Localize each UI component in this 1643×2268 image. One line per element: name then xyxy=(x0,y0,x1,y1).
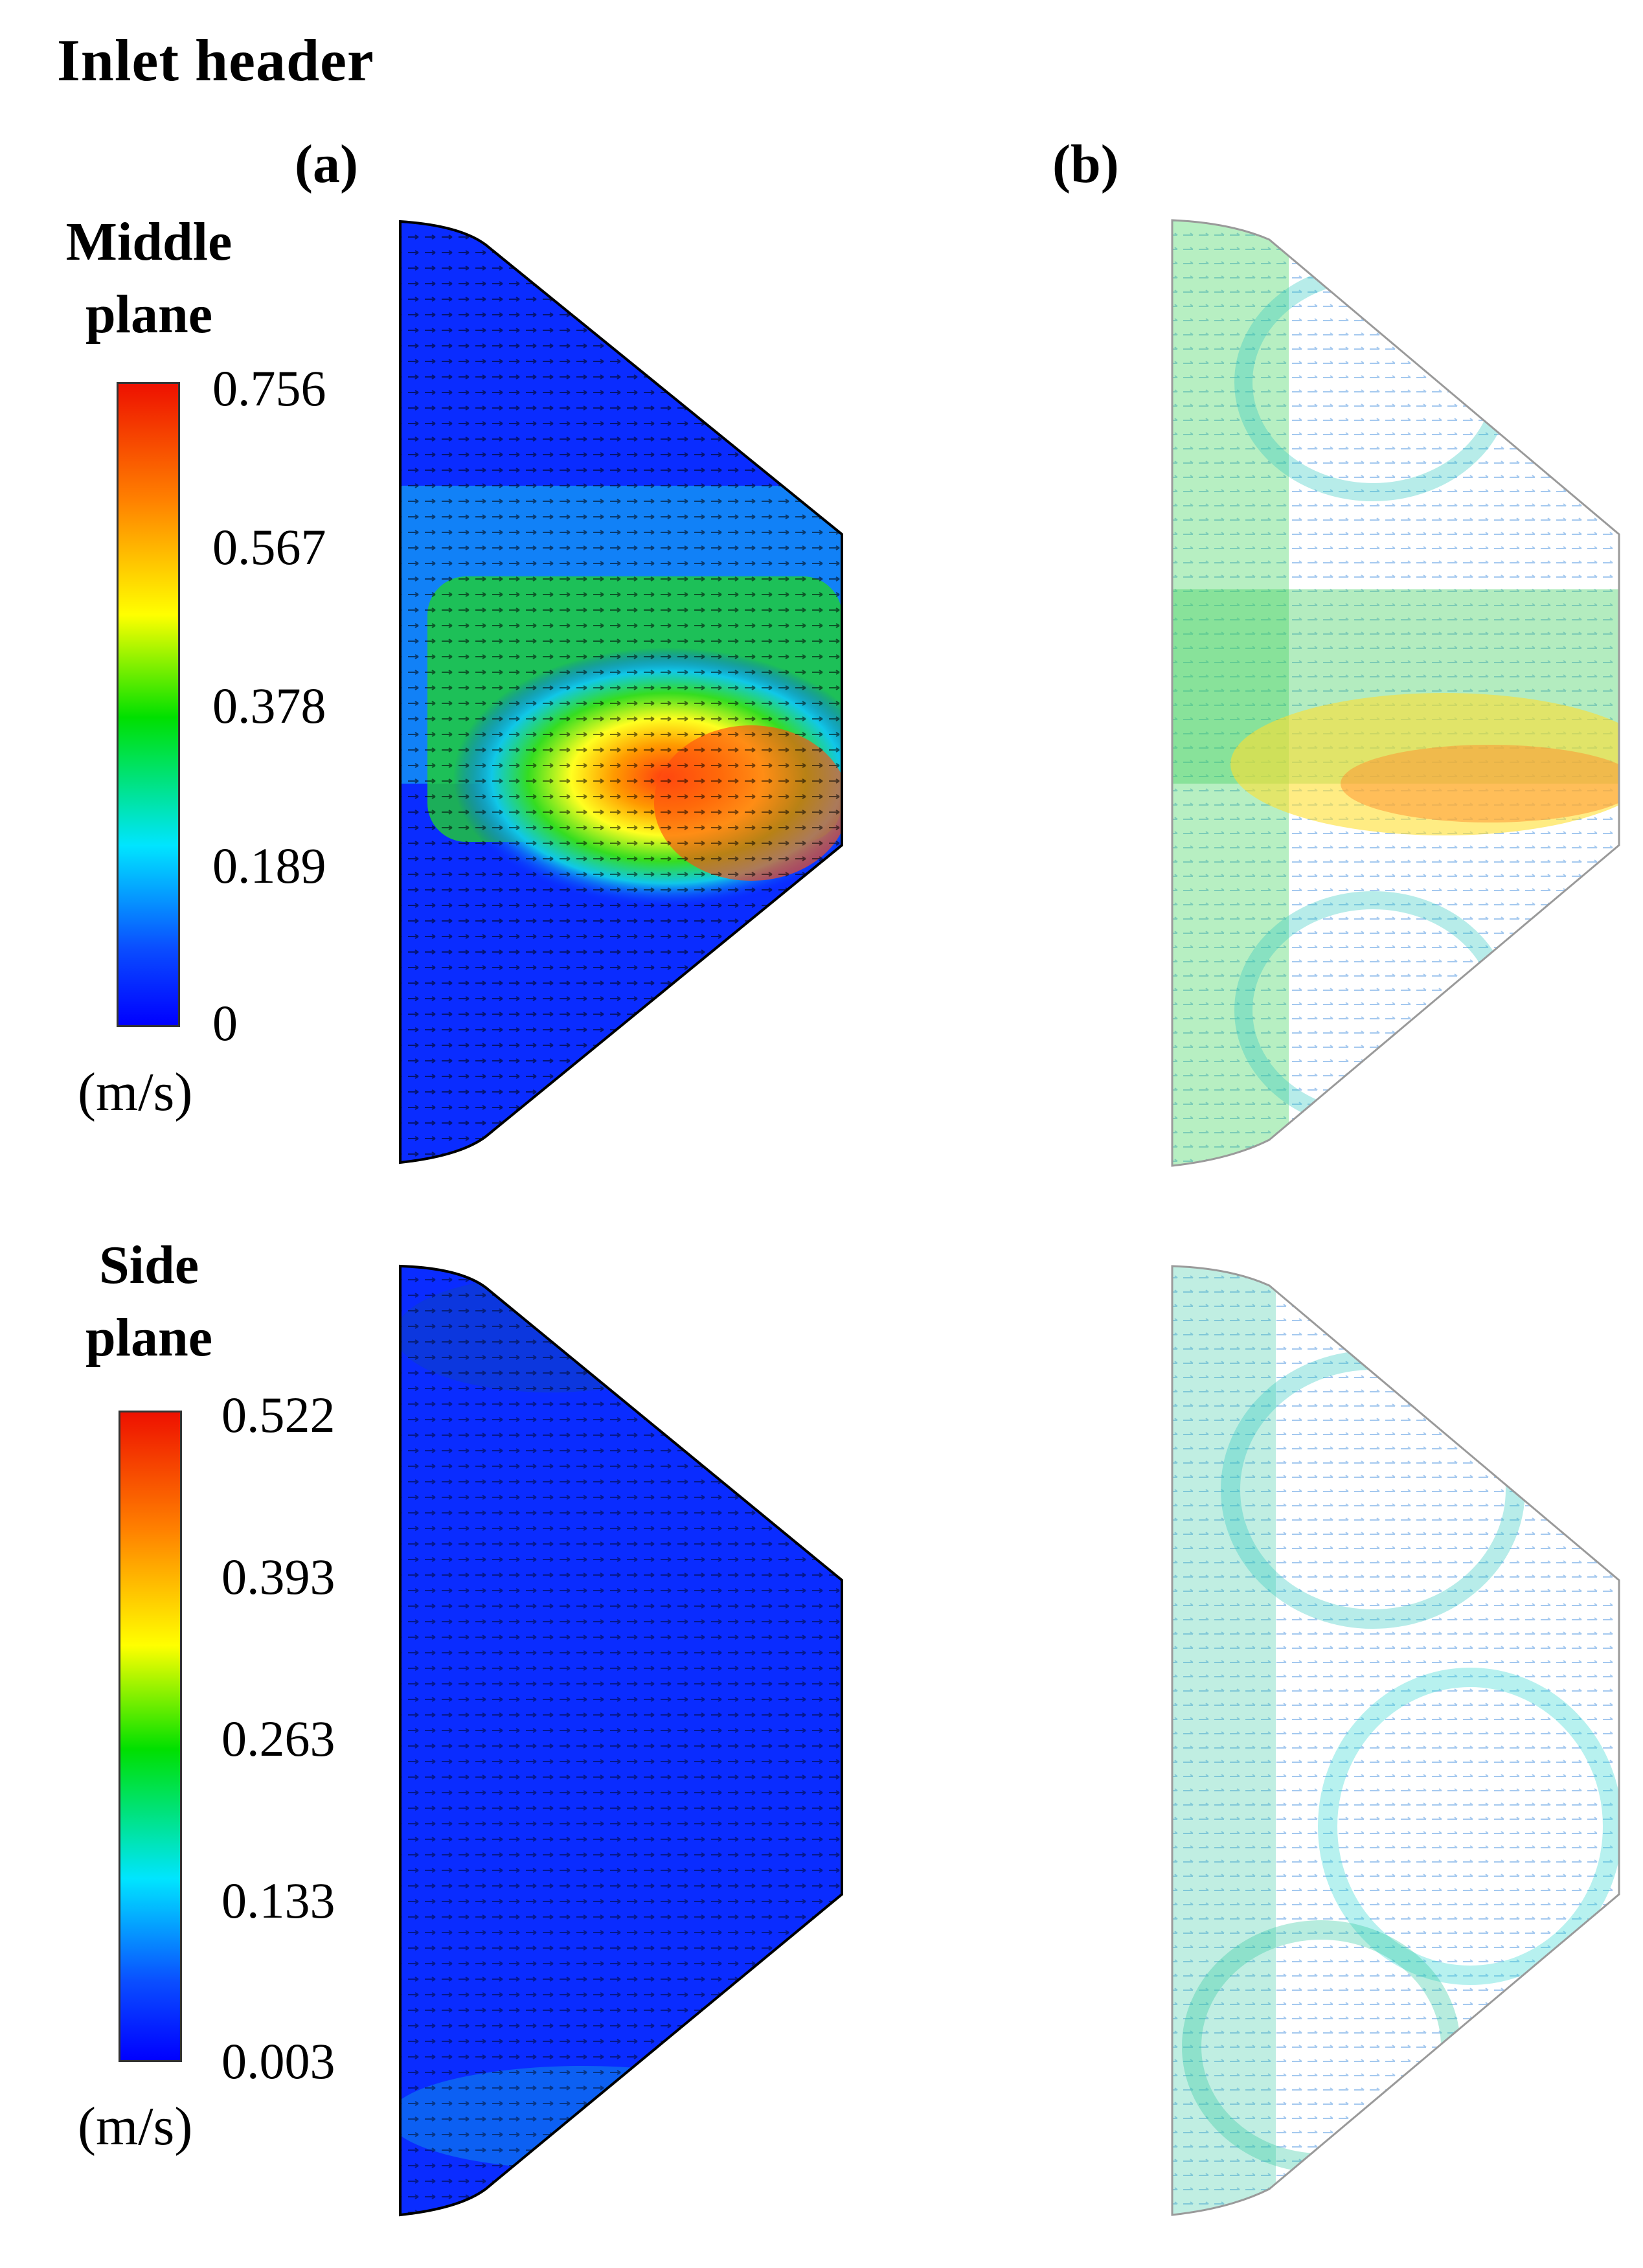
side-colorbar-unit: (m/s) xyxy=(78,2096,193,2157)
side-plane-title: Side plane xyxy=(26,1229,272,1374)
middle-plane-title: Middle plane xyxy=(26,206,272,350)
side-plane-title-line1: Side xyxy=(98,1235,199,1295)
middle-plane-contour-plot xyxy=(399,220,843,1164)
middle-plane-title-line1: Middle xyxy=(65,212,232,272)
side-colorbar-tick-min: 0.003 xyxy=(221,2033,335,2089)
middle-plane-colorbar xyxy=(117,382,180,1027)
side-plane-vector-plot xyxy=(1171,1265,1620,2216)
middle-colorbar-tick-max: 0.756 xyxy=(212,360,326,416)
middle-plane-vector-plot xyxy=(1171,219,1620,1167)
side-plane-title-line2: plane xyxy=(85,1307,213,1368)
middle-colorbar-tick-3: 0.378 xyxy=(212,677,326,734)
panel-label-b: (b) xyxy=(1052,134,1119,194)
panel-label-a: (a) xyxy=(295,134,358,194)
side-plane-contour-plot xyxy=(399,1264,843,2217)
side-colorbar-tick-4: 0.133 xyxy=(221,1872,335,1929)
figure-title: Inlet header xyxy=(57,27,374,93)
middle-colorbar-tick-min: 0 xyxy=(212,995,238,1051)
side-colorbar-tick-3: 0.263 xyxy=(221,1710,335,1767)
middle-colorbar-tick-2: 0.567 xyxy=(212,519,326,575)
middle-colorbar-tick-4: 0.189 xyxy=(212,837,326,894)
side-plane-colorbar xyxy=(119,1411,182,2062)
side-colorbar-tick-2: 0.393 xyxy=(221,1548,335,1605)
middle-colorbar-unit: (m/s) xyxy=(78,1062,193,1122)
middle-plane-title-line2: plane xyxy=(85,284,213,345)
side-colorbar-tick-max: 0.522 xyxy=(221,1387,335,1443)
